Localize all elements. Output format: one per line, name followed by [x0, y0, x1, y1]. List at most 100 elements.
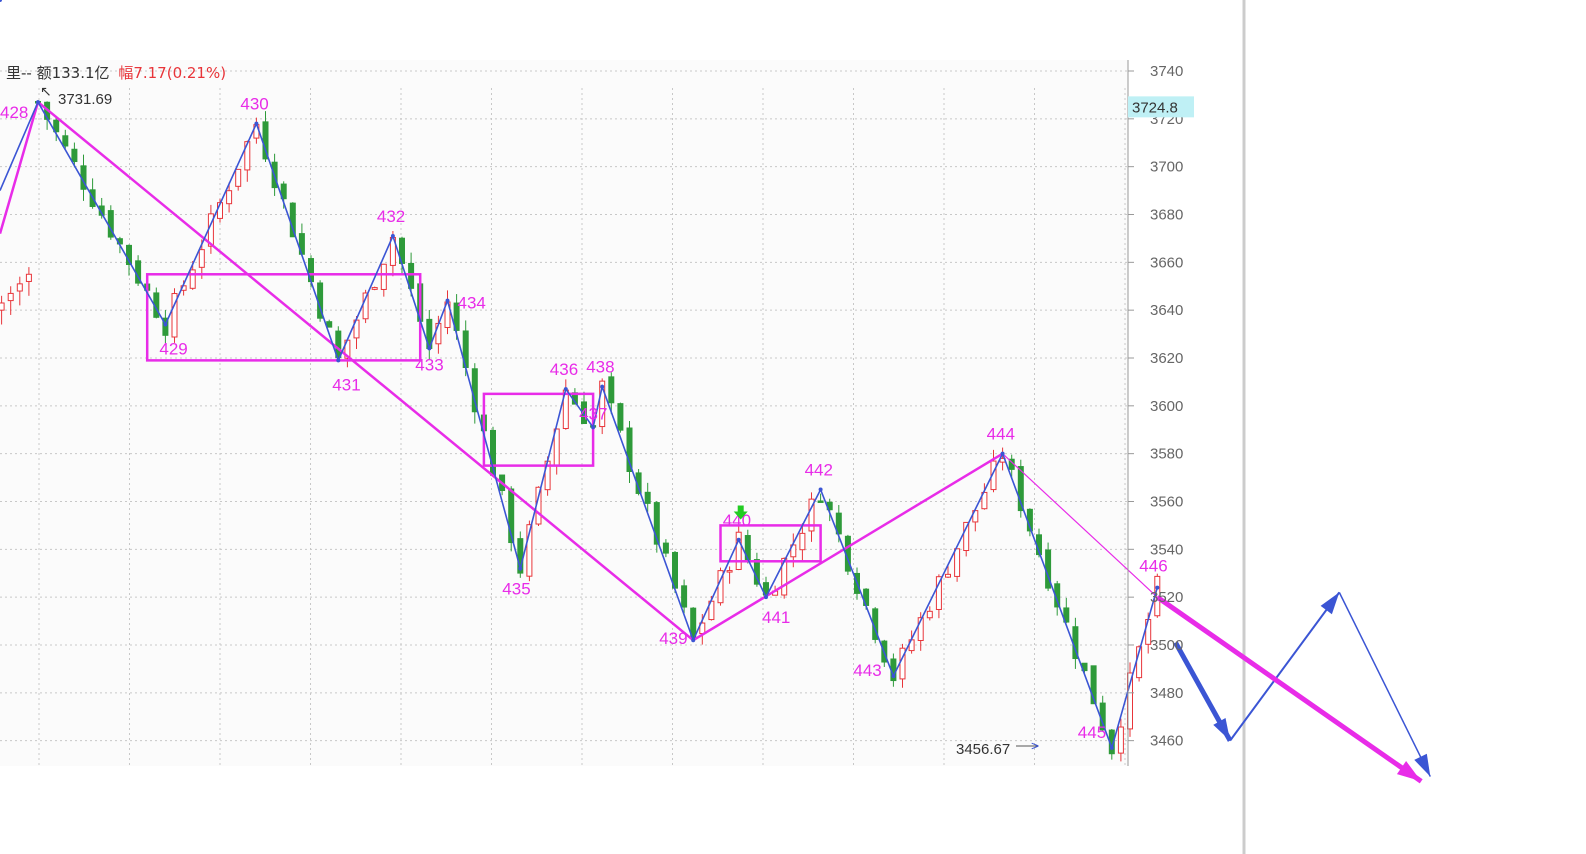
y-tick-label: 3520 [1150, 589, 1183, 606]
wave-pivot [518, 566, 523, 571]
wave-pivot [691, 638, 696, 643]
trend-lines [0, 101, 1158, 642]
wave-labels: 4284294304314324334344354364374384394404… [0, 95, 1168, 742]
candle-body [781, 557, 788, 596]
candle-body [644, 491, 651, 504]
wave-label: 446 [1139, 557, 1167, 576]
wave-label: 431 [332, 375, 360, 394]
current-price-bg [1128, 96, 1194, 118]
candle-body [7, 292, 14, 302]
wave-pivot [445, 298, 450, 303]
candle-body [189, 269, 196, 289]
buy-signal-icon [733, 505, 748, 520]
wave-pivot [591, 425, 596, 430]
candle-body [25, 273, 32, 282]
candle-body [371, 287, 378, 290]
wave-pivot [36, 100, 40, 105]
wave-pivot [563, 387, 568, 392]
wave-pivot [600, 384, 605, 389]
wave-label: 428 [0, 103, 28, 122]
candle-body [280, 183, 287, 200]
wave-label: 444 [987, 425, 1015, 444]
candle-body [835, 512, 842, 535]
wave-pivot [736, 537, 741, 542]
candle-body [1090, 665, 1097, 705]
wave-label: 439 [659, 629, 687, 648]
consolidation-box [719, 524, 822, 563]
candle-body [935, 576, 942, 610]
candle-body [0, 302, 5, 311]
y-tick-label: 3460 [1150, 733, 1183, 750]
wave-label: 433 [415, 355, 443, 374]
info-header: 里-- 额133.1亿 幅7.17(0.21%) [6, 64, 226, 82]
trend-line [1002, 453, 1158, 598]
wave-label: 438 [586, 358, 614, 377]
candle-body [526, 524, 533, 577]
wave-pivot [390, 234, 395, 239]
candle-body [162, 317, 169, 336]
y-tick-label: 3680 [1150, 206, 1183, 223]
low-price-mark: 3456.67 [956, 741, 1038, 758]
buy-signal-arrow [733, 505, 748, 520]
candle-body [990, 460, 997, 491]
current-price-value: 3724.8 [1132, 99, 1178, 116]
candle-body [171, 293, 178, 338]
candle-body [917, 617, 924, 641]
wave-label: 429 [159, 340, 187, 359]
wave-label: 435 [502, 579, 530, 598]
y-tick-label: 3480 [1150, 685, 1183, 702]
candle-body [963, 521, 970, 552]
candle-body [244, 141, 251, 171]
candle-body [198, 249, 205, 268]
candle-body [681, 585, 688, 608]
candle-body [735, 531, 742, 570]
candle-body [808, 498, 815, 532]
y-tick-label: 3540 [1150, 541, 1183, 558]
projection-magenta-line [1155, 595, 1423, 784]
candle-body [1017, 466, 1024, 512]
current-price-tag: 3724.8 [1128, 96, 1194, 118]
wave-pivot [818, 487, 823, 492]
low-price-value: 3456.67 [956, 741, 1010, 758]
candle-body [408, 262, 415, 289]
candle-body [954, 548, 961, 577]
candle-body [335, 330, 342, 358]
candle-body [817, 500, 824, 503]
trend-line-lead [0, 101, 40, 234]
wave-pivot [891, 674, 896, 679]
candle-body [608, 376, 615, 404]
candle-body [380, 263, 387, 290]
candle-body [235, 168, 242, 187]
projection-blue-arrowhead [1213, 718, 1231, 741]
candle-body [945, 573, 951, 578]
candle-body [626, 427, 633, 472]
candle-body [726, 570, 733, 573]
wave-lines [0, 0, 1160, 751]
candle-body [1117, 726, 1124, 754]
wave-pivot [336, 358, 341, 363]
projection-blue-leg [1338, 592, 1431, 777]
wave-pivot [764, 595, 768, 600]
wave-pivot [254, 121, 259, 126]
y-tick-label: 3740 [1150, 63, 1183, 80]
wave-label: 441 [762, 608, 790, 627]
y-tick-label: 3700 [1150, 159, 1183, 176]
y-tick-label: 3600 [1150, 398, 1183, 415]
candle-body [1063, 607, 1070, 623]
y-tick-label: 3620 [1150, 350, 1183, 367]
candle-body [53, 119, 60, 133]
projection-blue-arrowhead [1414, 753, 1431, 777]
candle-body [926, 610, 933, 619]
high-price-value: 3731.69 [58, 91, 112, 108]
y-tick-label: 3640 [1150, 302, 1183, 319]
candle-body [16, 283, 23, 292]
info-change: 幅7.17(0.21%) [118, 64, 226, 82]
wave-label: 432 [377, 207, 405, 226]
candle-body [690, 607, 697, 639]
candle-body [508, 488, 515, 544]
wave-label: 434 [458, 294, 486, 313]
high-mark-arrow: ↖ [40, 84, 52, 100]
consolidation-boxes [145, 273, 822, 563]
y-tick-label: 3580 [1150, 446, 1183, 463]
